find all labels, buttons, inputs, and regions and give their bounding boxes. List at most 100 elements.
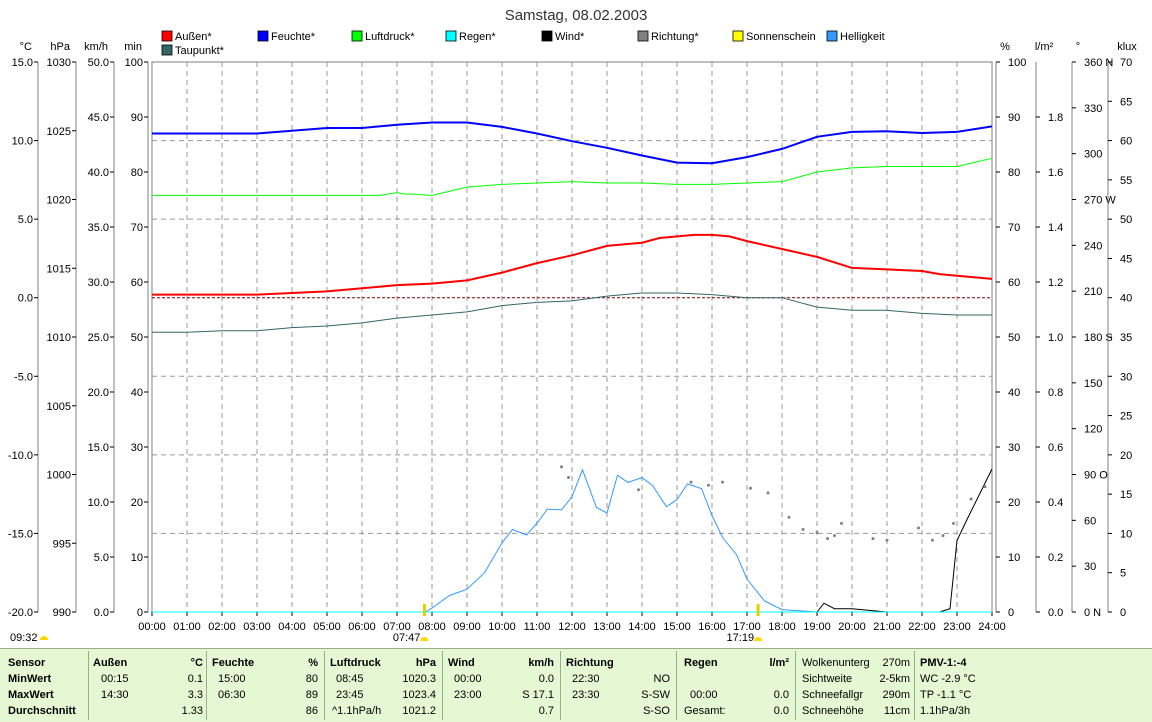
x-tick-label: 06:00 [348,621,376,633]
x-tick-label: 23:00 [943,621,971,633]
x-tick-label: 09:00 [453,621,481,633]
legend-swatch [161,44,173,56]
y-tick-label: 1000 [47,470,71,482]
y-tick-label: 20 [131,497,143,509]
series-point [721,480,724,484]
y-tick-label: 65 [1120,96,1132,108]
series-point [885,538,889,542]
legend-swatch [541,30,553,42]
y-tick-label: 55 [1120,175,1132,187]
y-tick-label: 1005 [47,401,71,413]
series-line [152,292,992,333]
series-point [567,476,570,480]
series-point [637,488,640,492]
series-point [941,534,945,538]
y-tick-label: 30 [1008,442,1020,454]
y-tick-label: 40 [1120,293,1132,305]
stats-col-direction: Richtung 22:30 NO 23:30 S-SW S-SO [566,649,670,722]
stats-humidity-min-value: 80 [305,673,318,685]
stats-panel: Sensor MinWert MaxWert Durchschnitt Auße… [0,648,1152,722]
stats-visibility-value: 2-5km [879,673,910,685]
x-tick-label: 16:00 [698,621,726,633]
sunshine-duration-label: 09:32 [10,632,38,644]
stats-header-pressure: Luftdruck [330,657,381,669]
x-tick-label: 21:00 [873,621,901,633]
stats-col-extra: Wolkenunterg 270m Sichtweite 2-5km Schne… [802,649,910,722]
y-tick-label: 45.0 [88,112,109,124]
stats-visibility-label: Sichtweite [802,673,853,685]
y-tick-label: 60 [1084,515,1096,527]
stats-col-sensor: Sensor MinWert MaxWert Durchschnitt [8,649,88,722]
y-tick-label: 1.2 [1048,277,1063,289]
stats-unit-wind: km/h [528,657,554,669]
y-tick-label: 50 [1120,214,1132,226]
stats-humidity-min-time: 15:00 [218,673,246,685]
y-tick-label: 5.0 [94,552,109,564]
x-tick-label: 14:00 [628,621,656,633]
legend-swatch [732,30,744,42]
stats-separator [676,651,677,720]
stats-wind-min-value: 0.0 [538,673,554,685]
y-tick-label: 20 [1008,497,1020,509]
series-point [707,483,710,487]
stats-temp-max-time: 14:30 [101,689,129,701]
stats-temp-max-value: 3.3 [187,689,203,701]
y-tick-label: 150 [1084,378,1102,390]
legend-swatch [161,30,173,42]
stats-rain-max-value: 0.0 [773,689,789,701]
stats-label-max: MaxWert [8,689,54,701]
x-tick-label: 17:00 [733,621,761,633]
y-tick-label: 360 N [1084,57,1113,69]
stats-direction-max-value: S-SW [641,689,670,701]
y-tick-label: 300 [1084,149,1102,161]
legend-swatch [445,30,457,42]
y-tick-label: 30 [131,442,143,454]
stats-pressure-tendency: 1.1hPa/3h [920,705,971,717]
x-tick-label: 02:00 [208,621,236,633]
stats-unit-pressure: hPa [415,657,436,669]
y-tick-label: 1010 [47,332,71,344]
series-line [424,468,818,613]
series-point [969,497,973,501]
y-tick-label: 100 [125,57,143,69]
y-tick-label: 70 [1008,222,1020,234]
y-tick-label: 5.0 [18,214,33,226]
y-tick-label: 20 [1120,450,1132,462]
y-tick-label: -20.0 [8,607,33,619]
chart-title: Samstag, 08.02.2003 [505,7,648,24]
x-tick-label: 01:00 [173,621,201,633]
stats-separator [560,651,561,720]
x-tick-label: 10:00 [488,621,516,633]
y-tick-label: 90 [131,112,143,124]
stats-direction-min-time: 22:30 [572,673,600,685]
y-axis-unit: l/m² [1035,41,1054,53]
y-tick-label: 10.0 [88,497,109,509]
stats-rain-max-time: 00:00 [690,689,718,701]
stats-col-pressure: Luftdruck hPa 08:45 1020.3 23:45 1023.4 … [330,649,436,722]
x-tick-label: 03:00 [243,621,271,633]
series-point [766,491,770,495]
y-tick-label: 0.0 [1048,607,1063,619]
x-tick-label: 15:00 [663,621,691,633]
y-tick-label: 70 [1120,57,1132,69]
series-point [840,521,843,525]
stats-separator [324,651,325,720]
y-tick-label: 60 [131,277,143,289]
stats-pressure-min-time: 08:45 [336,673,364,685]
y-tick-label: 30.0 [88,277,109,289]
series-line [152,233,993,296]
stats-header-humidity: Feuchte [212,657,255,669]
y-axis-unit: min [124,41,142,53]
stats-unit-temp: °C [190,657,203,669]
y-tick-label: 15 [1120,489,1132,501]
stats-direction-max-time: 23:30 [572,689,600,701]
y-tick-label: 5 [1120,568,1126,580]
y-axis-unit: klux [1117,41,1137,53]
series-point [917,526,920,530]
stats-wind-max-time: 23:00 [454,689,482,701]
sun-icon [40,636,48,640]
sunset-label: 17:19 [727,632,755,644]
y-tick-label: 1020 [47,195,71,207]
y-tick-label: -15.0 [8,528,33,540]
y-tick-label: 20.0 [88,387,109,399]
